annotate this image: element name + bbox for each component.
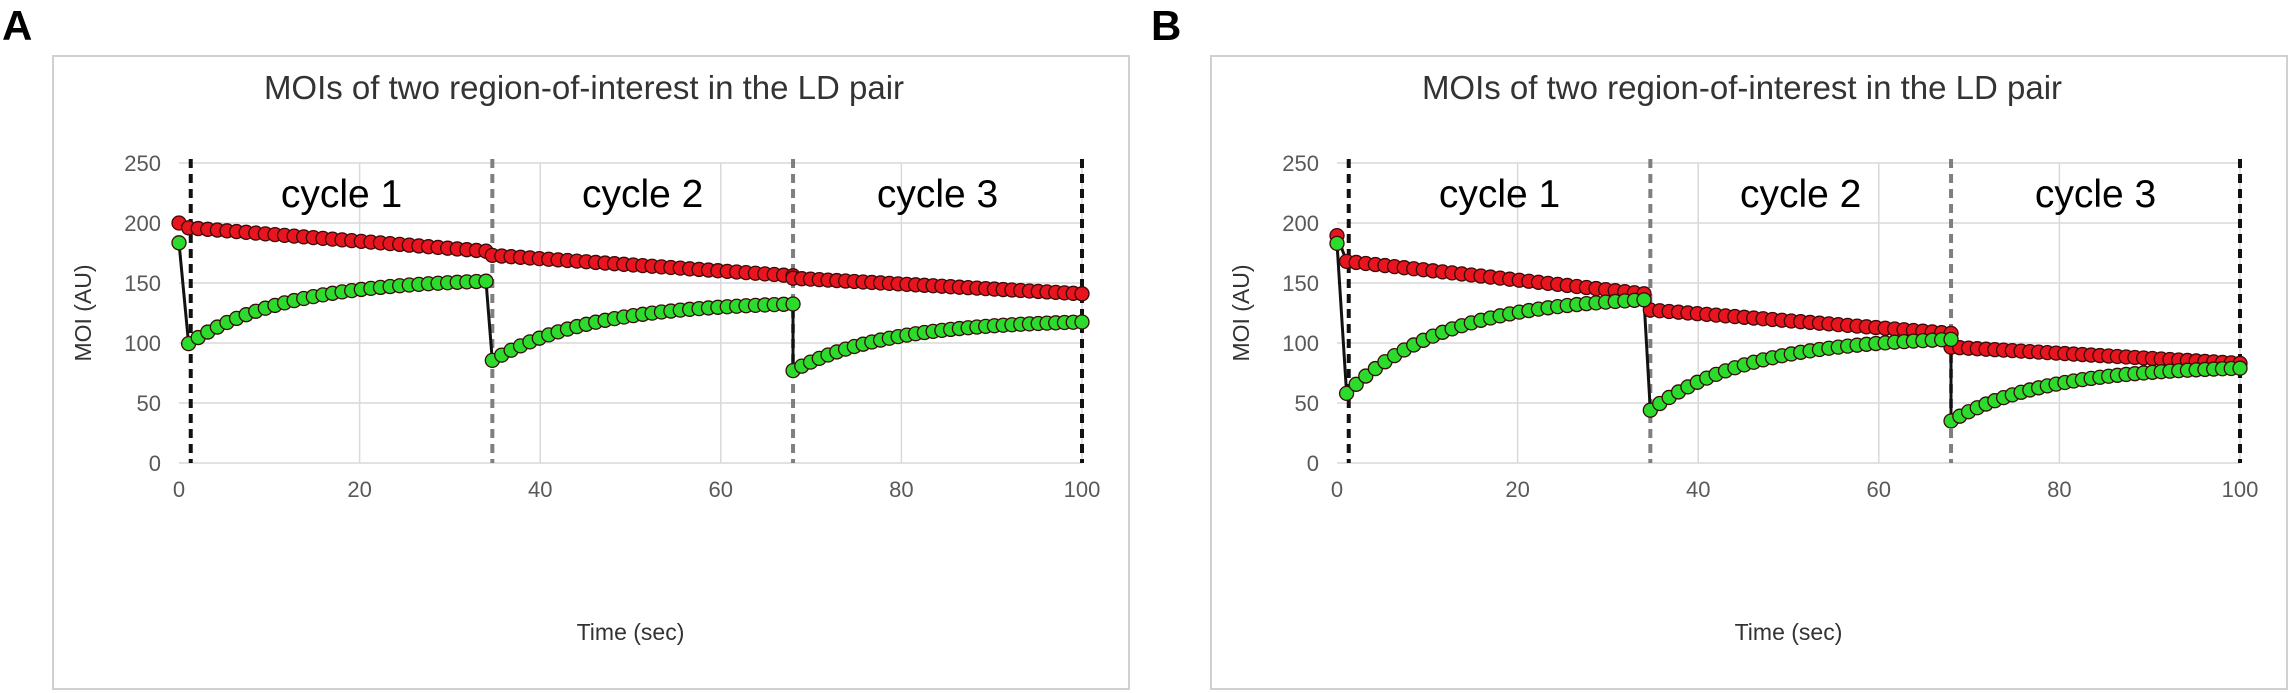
chart-panel-a: MOIs of two region-of-interest in the LD… — [52, 55, 1130, 690]
x-tick-label: 40 — [1686, 477, 1710, 502]
data-point-green — [478, 273, 494, 289]
panel-label-a: A — [2, 2, 33, 49]
y-tick-label: 200 — [124, 211, 161, 236]
x-tick-label: 40 — [528, 477, 552, 502]
chart-title: MOIs of two region-of-interest in the LD… — [264, 69, 904, 106]
cycle-label: cycle 2 — [582, 173, 703, 216]
x-tick-label: 20 — [1505, 477, 1529, 502]
data-point-green — [1338, 385, 1355, 402]
panel-label-b: B — [1151, 2, 1182, 49]
x-axis-label: Time (sec) — [1735, 619, 1843, 645]
chart-b: MOIs of two region-of-interest in the LD… — [1228, 69, 2259, 645]
data-point-red — [1074, 286, 1090, 302]
x-tick-label: 0 — [173, 477, 185, 502]
cycle-label: cycle 2 — [1740, 173, 1861, 216]
gridlines — [1337, 162, 2241, 464]
data-point-green — [171, 235, 187, 251]
y-tick-label: 100 — [1282, 331, 1319, 356]
x-axis-label: Time (sec) — [577, 619, 685, 645]
cycle-label: cycle 3 — [877, 173, 998, 216]
x-tick-label: 80 — [2047, 477, 2071, 502]
y-tick-label: 100 — [124, 331, 161, 356]
x-tick-label: 20 — [347, 477, 371, 502]
cycle-label: cycle 1 — [281, 173, 402, 216]
series-line-red — [1335, 235, 2241, 365]
chart-a: MOIs of two region-of-interest in the LD… — [70, 69, 1101, 645]
chart-panel-b: MOIs of two region-of-interest in the LD… — [1210, 55, 2288, 690]
data-point-green — [1348, 376, 1364, 392]
y-tick-label: 250 — [124, 151, 161, 176]
y-axis-label: MOI (AU) — [1228, 264, 1254, 361]
y-tick-label: 0 — [149, 451, 161, 476]
cycle-label: cycle 1 — [1439, 173, 1560, 216]
y-tick-label: 50 — [137, 391, 161, 416]
y-tick-label: 0 — [1307, 451, 1319, 476]
x-tick-label: 60 — [1867, 477, 1891, 502]
y-tick-label: 200 — [1282, 211, 1319, 236]
x-tick-label: 100 — [1064, 477, 1101, 502]
y-tick-label: 150 — [124, 271, 161, 296]
data-point-green — [1329, 235, 1345, 252]
x-tick-label: 60 — [709, 477, 733, 502]
x-tick-label: 100 — [2222, 477, 2259, 502]
x-tick-label: 0 — [1331, 477, 1343, 502]
y-tick-label: 250 — [1282, 151, 1319, 176]
data-point-green — [1074, 314, 1090, 330]
data-point-green — [1943, 331, 1959, 348]
data-point-green — [1636, 292, 1652, 308]
cycle-label: cycle 3 — [2035, 173, 2156, 216]
chart-title: MOIs of two region-of-interest in the LD… — [1422, 69, 2062, 106]
data-point-green — [2232, 360, 2248, 376]
x-tick-label: 80 — [889, 477, 913, 502]
y-axis-label: MOI (AU) — [70, 264, 96, 361]
y-tick-label: 50 — [1295, 391, 1319, 416]
y-tick-label: 150 — [1282, 271, 1319, 296]
data-point-green — [785, 296, 801, 312]
